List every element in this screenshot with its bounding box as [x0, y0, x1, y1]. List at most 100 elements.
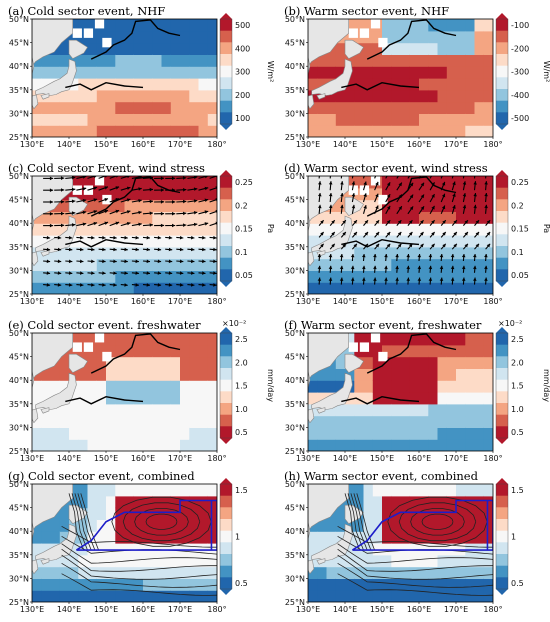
field-cell — [152, 246, 163, 260]
map-frame — [31, 18, 218, 138]
wind-vector-head — [102, 235, 106, 240]
field-cell — [180, 282, 190, 294]
field-cell — [41, 578, 52, 591]
wind-vector-head — [317, 254, 322, 258]
y-tick-label: 25°N — [285, 290, 305, 299]
field-cell — [124, 356, 135, 369]
field-cell — [335, 101, 346, 114]
field-cell — [152, 66, 163, 79]
field-cell — [456, 543, 466, 556]
field-cell — [189, 344, 200, 358]
field-cell — [456, 554, 466, 568]
y-tick-label: 35°N — [9, 243, 29, 252]
field-cell — [428, 427, 439, 440]
field-cell — [317, 439, 328, 451]
field-cell — [400, 543, 411, 556]
field-cell — [354, 125, 365, 137]
panel-title: (d) Warm sector event, wind stress — [284, 161, 488, 175]
field-cell — [354, 235, 365, 248]
colorbar-tick-label: 1 — [235, 533, 240, 542]
field-cell — [446, 543, 457, 556]
field-cell — [428, 125, 439, 137]
field-cell — [372, 246, 383, 260]
wind-vector — [473, 176, 476, 179]
field-cell — [207, 439, 217, 451]
field-cell — [400, 176, 411, 189]
field-cell — [170, 415, 181, 428]
field-cell — [474, 519, 485, 532]
field-cell — [483, 554, 493, 568]
field-cell — [354, 368, 365, 381]
field-cell — [419, 125, 429, 137]
wind-vector-head — [183, 223, 187, 227]
wind-vector-head — [116, 176, 119, 178]
field-cell — [143, 543, 153, 556]
field-cell — [143, 187, 153, 201]
colorbar-swatch — [496, 368, 508, 381]
wind-vector-head — [191, 271, 195, 275]
colorbar-arrow-top — [220, 478, 232, 484]
wind-vector-head — [135, 235, 139, 240]
wind-vector-head — [91, 259, 95, 264]
field-cell — [326, 590, 337, 602]
field-cell — [456, 427, 466, 440]
land-shape — [308, 370, 311, 406]
wind-vector-head — [373, 277, 377, 281]
field-cell — [446, 415, 457, 428]
field-cell — [69, 566, 79, 579]
field-cell — [115, 344, 126, 358]
y-tick-label: 40°N — [9, 527, 29, 536]
field-cell — [335, 223, 346, 236]
field-cell — [152, 176, 163, 189]
field-cell — [143, 19, 153, 32]
field-cell — [345, 125, 355, 137]
colorbar-swatch — [496, 495, 508, 508]
colorbar-frame — [219, 175, 233, 282]
field-cell — [78, 415, 89, 428]
field-cell — [207, 590, 217, 602]
colorbar-swatch — [496, 222, 508, 235]
field-cell — [41, 590, 52, 602]
y-tick-label: 50°N — [285, 480, 305, 489]
wind-vector-head — [80, 283, 84, 287]
field-cell — [161, 554, 172, 568]
colorbar-tick-label: -500 — [511, 114, 529, 123]
field-cell — [59, 380, 70, 393]
field-cell — [87, 54, 98, 67]
field-cell — [409, 507, 420, 520]
field-cell — [180, 507, 190, 520]
field-cell — [152, 258, 163, 271]
field-cell — [152, 30, 163, 44]
field-cell — [161, 54, 172, 67]
field-cell — [363, 519, 374, 532]
field-cell — [41, 392, 52, 405]
x-tick-label: 170°E — [168, 605, 192, 614]
wind-vector-head — [204, 186, 209, 191]
field-cell — [456, 484, 466, 497]
field-cell — [391, 199, 402, 212]
field-cell — [428, 439, 439, 451]
wind-vector-head — [82, 198, 87, 203]
field-cell — [207, 495, 217, 509]
field-cell — [308, 392, 318, 405]
field-cell — [372, 566, 383, 579]
field-cell — [106, 246, 116, 260]
field-cell — [419, 223, 429, 236]
field-cell — [354, 211, 365, 224]
field-cell — [409, 380, 420, 393]
field-cell — [87, 235, 98, 248]
field-cell — [437, 125, 448, 137]
field-cell — [161, 258, 172, 271]
field-cell — [143, 42, 153, 55]
field-cell — [382, 199, 392, 212]
field-cell — [335, 590, 346, 602]
wind-vector-head — [213, 247, 217, 252]
x-tick-label: 130°E — [20, 605, 44, 614]
field-cell — [317, 101, 328, 114]
x-tick-label: 140°E — [333, 605, 357, 614]
masked-cell — [348, 342, 358, 352]
wind-vector-head — [452, 181, 456, 186]
field-cell — [400, 484, 411, 497]
wind-vector-head — [115, 198, 120, 202]
field-cell — [483, 89, 493, 103]
